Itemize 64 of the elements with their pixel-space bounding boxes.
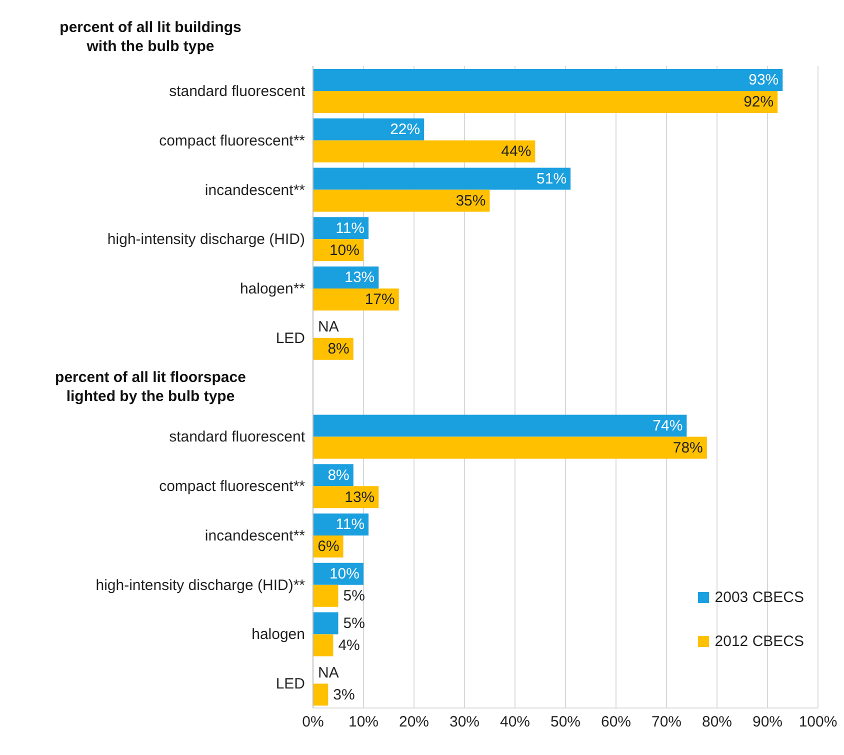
bar [313,168,571,190]
y-tick-label: incandescent** [204,527,306,544]
bar [313,436,707,459]
data-label: 51% [536,170,567,188]
data-label: 6% [318,538,340,556]
data-label: 3% [333,686,355,704]
data-label: 8% [328,466,350,484]
x-tick-label: 50% [550,714,581,731]
y-tick-label: high-intensity discharge (HID)** [96,576,306,594]
y-tick-label: compact fluorescent** [159,478,306,496]
y-tick-label: LED [276,676,306,693]
x-tick-label: 100% [798,714,838,731]
x-tick-label: 60% [600,714,632,731]
y-tick-label: incandescent** [204,182,306,199]
x-tick-label: 10% [348,714,379,731]
data-label: 4% [338,636,360,654]
x-tick-label: 40% [500,714,530,731]
bar [313,140,536,162]
y-tick-label: halogen [252,626,305,644]
bar [313,684,328,706]
data-label: 11% [336,516,365,534]
legend-label: 2012 CBECS [714,632,804,650]
data-label: 44% [501,143,532,160]
text: percent of all lit buildings with the bulb type [58,18,242,56]
bar [313,414,687,437]
bar [313,190,490,212]
data-label: 78% [672,439,703,456]
data-label: 13% [344,269,375,286]
bar [313,288,399,311]
x-tick-label: 0% [302,714,324,731]
x-tick-label: 70% [651,714,682,731]
data-label: 13% [344,488,375,506]
x-tick-label: 80% [702,714,732,731]
legend-label: 2003 CBECS [714,588,804,606]
bar [313,634,334,656]
text: NA [318,318,339,336]
data-label: 93% [748,72,779,89]
data-label: 5% [343,614,365,632]
bar [313,612,338,634]
y-tick-label: compact fluorescent** [159,132,306,150]
data-label: 92% [744,94,774,111]
bar [313,91,778,113]
bar [313,118,424,140]
data-label: 22% [390,121,420,138]
y-tick-label: high-intensity discharge (HID) [107,231,306,248]
data-label: 10% [329,566,360,583]
x-tick-label: 30% [449,714,480,731]
x-tick-label: 20% [398,714,430,731]
y-tick-label: standard fluorescent [169,428,306,446]
data-label: 10% [329,242,360,259]
data-label: 8% [328,340,350,358]
bar [313,69,783,91]
data-label: 74% [652,417,683,434]
data-label: 11% [336,220,365,237]
y-tick-label: halogen** [240,280,306,298]
text: NA [318,664,339,682]
data-label: 5% [343,588,365,605]
data-label: 17% [364,291,395,308]
x-tick-label: 90% [752,714,783,731]
y-tick-label: standard fluorescent [169,83,306,100]
bar [313,584,338,607]
y-tick-label: LED [276,330,306,347]
data-label: 35% [456,192,486,210]
text: percent of all lit floorspace lighted by the bulb type [54,368,247,406]
